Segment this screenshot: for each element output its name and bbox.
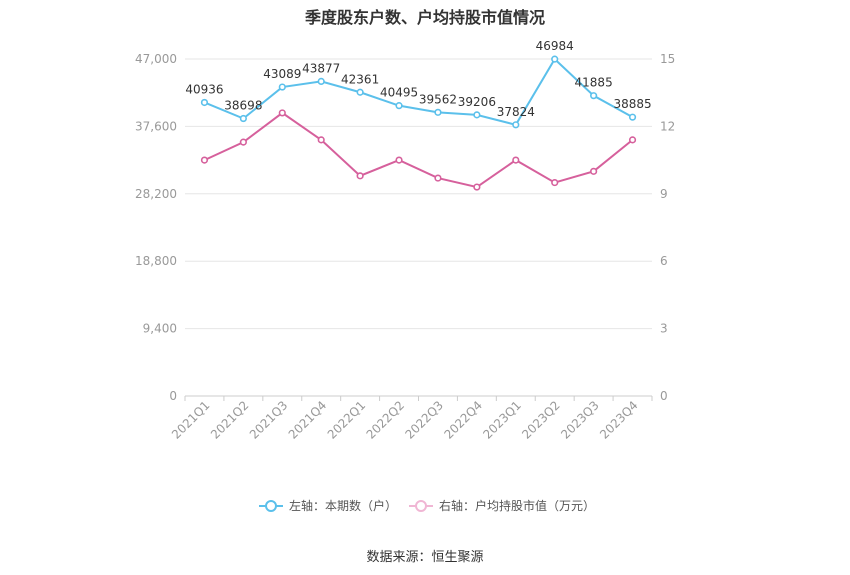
y-left-tick-label: 0 — [169, 389, 177, 403]
x-tick-label: 2022Q2 — [364, 398, 408, 442]
data-label: 37824 — [497, 105, 535, 119]
data-point — [356, 172, 364, 180]
series-line-right — [204, 111, 634, 189]
data-point — [590, 92, 598, 100]
data-label: 39206 — [458, 95, 496, 109]
y-left-tick-label: 18,800 — [135, 254, 177, 268]
data-point — [317, 77, 325, 85]
data-point — [551, 178, 559, 187]
data-point — [239, 114, 247, 123]
data-point — [628, 113, 637, 121]
data-point — [356, 88, 364, 96]
y-right-tick-label: 12 — [660, 119, 675, 133]
x-tick-label: 2021Q2 — [208, 398, 252, 442]
data-point — [278, 109, 286, 117]
data-label: 41885 — [575, 76, 613, 90]
data-label: 46984 — [536, 39, 574, 53]
x-tick-label: 2021Q3 — [247, 398, 291, 442]
x-tick-label: 2023Q4 — [597, 398, 641, 442]
data-point — [278, 83, 286, 91]
axes: 0 0 9,400 3 18,800 6 28,200 9 37,600 12 47,000 15 20… — [135, 52, 675, 442]
x-tick-label: 2022Q3 — [403, 398, 447, 442]
data-point — [512, 121, 520, 129]
legend-left-label: 左轴：本期数（户） — [289, 498, 397, 513]
data-point — [628, 136, 637, 144]
x-tick-label: 2023Q3 — [558, 398, 602, 442]
y-right-tick-label: 0 — [660, 389, 668, 403]
legend-left-marker-icon — [265, 500, 277, 512]
data-point — [395, 102, 403, 110]
data-point — [395, 156, 403, 164]
y-right-tick-label: 3 — [660, 322, 668, 336]
data-label: 40495 — [380, 86, 418, 100]
data-point — [473, 111, 481, 119]
chart-title: 季度股东户数、户均持股市值情况 — [304, 8, 545, 27]
legend-right-marker-icon — [415, 500, 427, 512]
data-point — [473, 183, 481, 191]
x-tick-label: 2021Q4 — [286, 398, 330, 442]
grid-lines — [185, 58, 652, 330]
y-left-tick-label: 47,000 — [135, 52, 177, 66]
y-right-tick-label: 9 — [660, 187, 668, 201]
x-tick-label: 2023Q1 — [480, 398, 524, 442]
y-left-tick-label: 37,600 — [135, 119, 177, 133]
data-label: 39562 — [419, 92, 457, 106]
data-point — [434, 174, 442, 182]
legend-item-right-series[interactable]: 右轴：户均持股市值（万元） — [409, 498, 595, 513]
x-tick-label: 2022Q1 — [325, 398, 369, 442]
y-left-tick-label: 9,400 — [143, 322, 177, 336]
data-label: 42361 — [341, 72, 379, 86]
data-point — [317, 136, 325, 144]
data-point — [239, 138, 247, 146]
data-point — [512, 156, 520, 164]
data-label: 38698 — [224, 99, 262, 113]
data-label: 40936 — [185, 82, 223, 96]
x-tick-label: 2023Q2 — [519, 398, 563, 442]
x-tick-label: 2021Q1 — [169, 398, 213, 442]
data-label: 38885 — [613, 97, 651, 111]
data-label: 43089 — [263, 67, 301, 81]
legend[interactable]: 左轴：本期数（户） 右轴：户均持股市值（万元） — [259, 498, 595, 513]
data-point — [434, 108, 442, 116]
data-source: 数据来源：恒生聚源 — [366, 550, 484, 565]
y-right-tick-label: 6 — [660, 254, 668, 268]
y-left-tick-label: 28,200 — [135, 187, 177, 201]
legend-right-label: 右轴：户均持股市值（万元） — [439, 498, 595, 513]
y-right-tick-label: 15 — [660, 52, 675, 66]
legend-item-left-series[interactable]: 左轴：本期数（户） — [259, 498, 397, 513]
data-point — [551, 55, 559, 63]
data-label: 43877 — [302, 61, 340, 75]
data-point — [200, 98, 209, 107]
data-point — [590, 167, 598, 175]
x-tick-label: 2022Q4 — [441, 398, 485, 442]
series-line-left — [204, 57, 634, 126]
data-point — [200, 156, 209, 164]
